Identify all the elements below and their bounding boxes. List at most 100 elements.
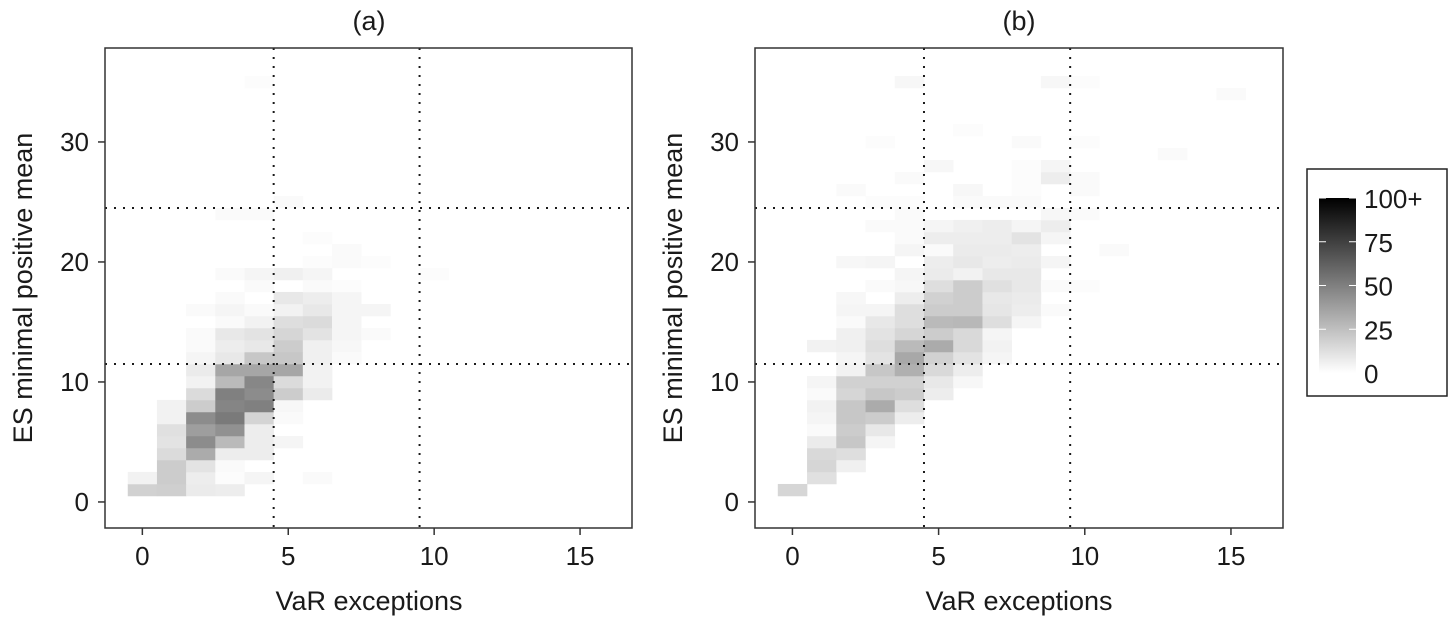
heatmap-cell	[894, 375, 925, 389]
heatmap-cell	[865, 279, 896, 293]
heatmap-cell	[1099, 243, 1129, 257]
heatmap-cell	[186, 411, 216, 425]
heatmap-cell	[982, 339, 1012, 353]
heatmap-cell	[1040, 159, 1071, 173]
heatmap-cell	[186, 363, 216, 377]
heatmap-cell	[894, 207, 925, 221]
x-axis: 0 5 10 15	[785, 528, 1245, 571]
heatmap-cell	[836, 423, 866, 437]
heatmap-cell	[865, 195, 896, 209]
heatmap-cell	[894, 291, 925, 305]
heatmap-cell	[923, 291, 954, 305]
y-tick-label: 30	[710, 127, 739, 157]
heatmap-cell	[836, 459, 866, 473]
heatmap-cell	[302, 231, 333, 245]
heatmap-cell	[1011, 255, 1042, 269]
heatmap-cell	[186, 303, 216, 317]
heatmap-cell	[923, 375, 954, 389]
legend-tick-label: 100+	[1364, 184, 1423, 214]
heatmap-cell	[777, 483, 808, 497]
heatmap-cell	[1011, 195, 1042, 209]
heatmap-cell	[332, 315, 362, 329]
y-tick-label: 10	[710, 367, 739, 397]
heatmap-cell	[1040, 171, 1071, 185]
heatmap-cell	[1011, 303, 1042, 317]
heatmap-cell	[982, 291, 1012, 305]
heatmap-cell	[1040, 231, 1071, 245]
heatmap-cell	[865, 135, 896, 149]
y-tick-label: 30	[60, 127, 89, 157]
heatmap-cell	[807, 423, 837, 437]
heatmap-cell	[1070, 183, 1100, 197]
heatmap-cell	[273, 411, 304, 425]
legend-tick-label: 0	[1364, 359, 1378, 389]
heatmap-cell	[1011, 171, 1042, 185]
heatmap-cell	[1011, 243, 1042, 257]
heatmap-cell	[982, 195, 1012, 209]
x-tick-label: 10	[1070, 541, 1099, 571]
heatmap-cell	[244, 351, 274, 365]
heatmap-cell	[865, 219, 896, 233]
heatmap-cell	[186, 387, 216, 401]
heatmap-cell	[215, 267, 245, 281]
heatmap-cell	[1070, 171, 1100, 185]
heatmap-cell	[865, 399, 896, 413]
heatmap-cell	[332, 339, 362, 353]
heatmap-cell	[302, 315, 333, 329]
heatmap-cell	[186, 435, 216, 449]
heatmap-cell	[953, 231, 983, 245]
heatmap-cell	[215, 471, 245, 485]
heatmap-cell	[894, 315, 925, 329]
heatmap-cell	[836, 255, 866, 269]
heatmap-cell	[127, 471, 158, 485]
heatmap-cell	[156, 483, 187, 497]
heatmap-cell	[273, 339, 304, 353]
heatmap-cell	[894, 387, 925, 401]
heatmap-cell	[215, 339, 245, 353]
heatmap-cell	[156, 471, 187, 485]
x-tick-label: 10	[420, 541, 449, 571]
legend-ticks: 0 25 50 75 100+	[1319, 184, 1423, 389]
heatmap-cell	[302, 375, 333, 389]
heatmap-cell	[1070, 135, 1100, 149]
heatmap-cell	[186, 471, 216, 485]
heatmap-cell	[244, 75, 274, 89]
heatmap-cell	[982, 303, 1012, 317]
heatmap-cell	[1011, 279, 1042, 293]
heatmap-cell	[923, 387, 954, 401]
color-legend: 0 25 50 75 100+	[1306, 168, 1448, 397]
panel-a: (a) 0 5 10 15 0 10 20 30 VaR exceptions ES min…	[8, 6, 633, 616]
heatmap-cell	[807, 459, 837, 473]
heatmap-cell	[953, 351, 983, 365]
heatmap-cell	[332, 303, 362, 317]
heatmap-cell	[865, 435, 896, 449]
y-axis: 0 10 20 30	[710, 127, 755, 517]
heatmap-cell	[244, 315, 274, 329]
heatmap-cell	[1070, 279, 1100, 293]
heatmap-cell	[953, 267, 983, 281]
heatmap-cell	[302, 363, 333, 377]
x-tick-label: 0	[785, 541, 799, 571]
heatmap-cell	[865, 375, 896, 389]
heatmap-cell	[332, 243, 362, 257]
x-tick-label: 0	[135, 541, 149, 571]
heatmap-cell	[923, 339, 954, 353]
heatmap-cell	[953, 255, 983, 269]
heatmap-cell	[1070, 75, 1100, 89]
y-tick-label: 20	[710, 247, 739, 277]
heatmap-cell	[215, 399, 245, 413]
heatmap-cell	[244, 267, 274, 281]
heatmap-cell	[244, 435, 274, 449]
heatmap-cell	[923, 219, 954, 233]
heatmap-cell	[865, 339, 896, 353]
heatmap-cell	[836, 363, 866, 377]
y-axis: 0 10 20 30	[60, 127, 105, 517]
legend-tick-label: 50	[1364, 272, 1393, 302]
heatmap-cell	[894, 219, 925, 233]
heatmap-cell	[1040, 279, 1071, 293]
heatmap-cell	[982, 279, 1012, 293]
heatmap-cell	[244, 327, 274, 341]
heatmap-cell	[836, 411, 866, 425]
heatmap-cell	[244, 411, 274, 425]
heatmap-cell	[215, 459, 245, 473]
